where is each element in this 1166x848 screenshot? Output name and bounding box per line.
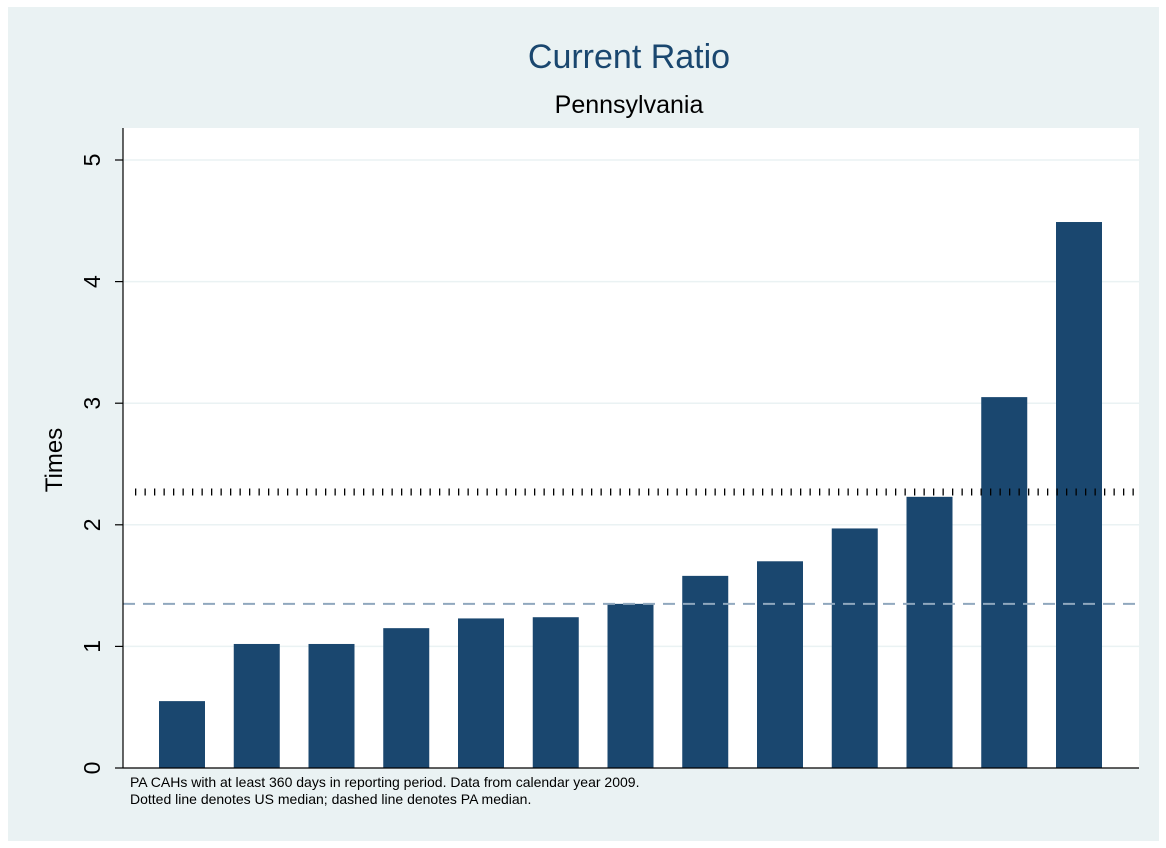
y-tick-label: 2 <box>79 518 105 531</box>
y-axis-title: Times <box>41 428 68 492</box>
bar-6 <box>532 617 579 768</box>
bars <box>159 222 1102 769</box>
bar-11 <box>906 496 953 768</box>
bar-9 <box>757 561 803 768</box>
chart-note-1: PA CAHs with at least 360 days in report… <box>130 774 639 790</box>
bar-4 <box>383 628 430 768</box>
bar-1 <box>159 701 205 768</box>
y-tick-label: 4 <box>79 275 105 288</box>
bar-7 <box>607 603 654 768</box>
chart-subtitle: Pennsylvania <box>555 91 704 119</box>
y-tick-label: 0 <box>79 762 105 775</box>
bar-10 <box>831 528 878 768</box>
bar-2 <box>233 643 280 768</box>
y-tick-label: 3 <box>79 397 105 410</box>
bar-8 <box>682 575 729 768</box>
bar-12 <box>981 397 1028 768</box>
bar-3 <box>308 643 355 768</box>
bar-5 <box>458 618 504 768</box>
y-tick-label: 1 <box>79 640 105 653</box>
chart-note-2: Dotted line denotes US median; dashed li… <box>130 791 531 807</box>
chart-title: Current Ratio <box>528 38 730 76</box>
y-tick-label: 5 <box>79 154 105 167</box>
bar-13 <box>1056 222 1102 769</box>
reference-lines <box>123 488 1139 605</box>
y-axis-ticks: 0 1 2 3 4 5 <box>79 154 123 775</box>
